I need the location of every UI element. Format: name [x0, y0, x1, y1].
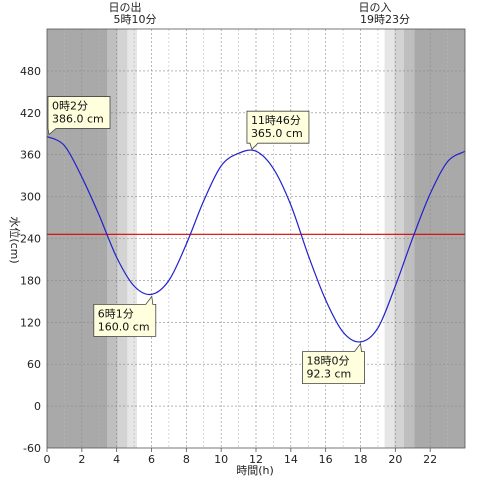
x-tick-label: 14 — [284, 453, 298, 466]
annotation-time: 6時1分 — [98, 307, 134, 320]
x-tick-label: 16 — [319, 453, 333, 466]
tide-level-line — [46, 135, 466, 343]
sunrise-time: 5時10分 — [114, 13, 157, 26]
x-tick-label: 22 — [423, 453, 437, 466]
y-tick-label: 60 — [27, 358, 41, 371]
y-axis-label: 水位(cm) — [8, 216, 22, 263]
y-tick-label: 480 — [20, 65, 41, 78]
x-tick-label: 4 — [113, 453, 120, 466]
annotation-level: 92.3 cm — [307, 368, 352, 381]
shade-band-2 — [117, 29, 128, 448]
y-tick-label: 0 — [34, 400, 41, 413]
annotation-time: 0時2分 — [52, 100, 88, 113]
x-tick-label: 10 — [214, 453, 228, 466]
annotation-level: 386.0 cm — [52, 113, 104, 126]
x-tick-label: 2 — [78, 453, 85, 466]
x-tick-labels: 0 2 4 6 8 10 12 14 16 18 20 22 — [44, 448, 437, 466]
shade-band-6 — [394, 29, 404, 448]
x-tick-label: 12 — [249, 453, 263, 466]
y-tick-label: 300 — [20, 191, 41, 204]
annotation-box — [47, 96, 111, 136]
x-tick-label: 18 — [354, 453, 368, 466]
annotation-level: 160.0 cm — [98, 320, 150, 333]
annotation-box — [302, 342, 365, 385]
sunset-label: 日の入 — [359, 1, 392, 14]
tide-series — [46, 135, 466, 343]
y-tick-label: -60 — [23, 442, 41, 455]
y-tick-label: 120 — [20, 316, 41, 329]
y-tick-label: 180 — [20, 274, 41, 287]
annotation-box — [93, 295, 157, 337]
annotation-box — [246, 110, 310, 150]
y-tick-labels: -60 0 60 120 180 240 300 360 420 480 — [20, 65, 41, 455]
annotation-level: 365.0 cm — [251, 127, 303, 140]
x-tick-label: 20 — [388, 453, 402, 466]
y-tick-label: 420 — [20, 107, 41, 120]
annotation-time: 11時46分 — [251, 114, 301, 127]
x-tick-label: 8 — [183, 453, 190, 466]
x-tick-label: 0 — [44, 453, 51, 466]
sunrise-label: 日の出 — [109, 0, 142, 14]
shade-band-5 — [384, 29, 395, 448]
annotation-time: 18時0分 — [307, 355, 350, 368]
y-tick-label: 360 — [20, 149, 41, 162]
x-axis-label: 時間(h) — [236, 464, 274, 477]
sunset-time: 19時23分 — [360, 13, 410, 26]
x-tick-label: 6 — [148, 453, 155, 466]
y-tick-label: 240 — [20, 233, 41, 246]
